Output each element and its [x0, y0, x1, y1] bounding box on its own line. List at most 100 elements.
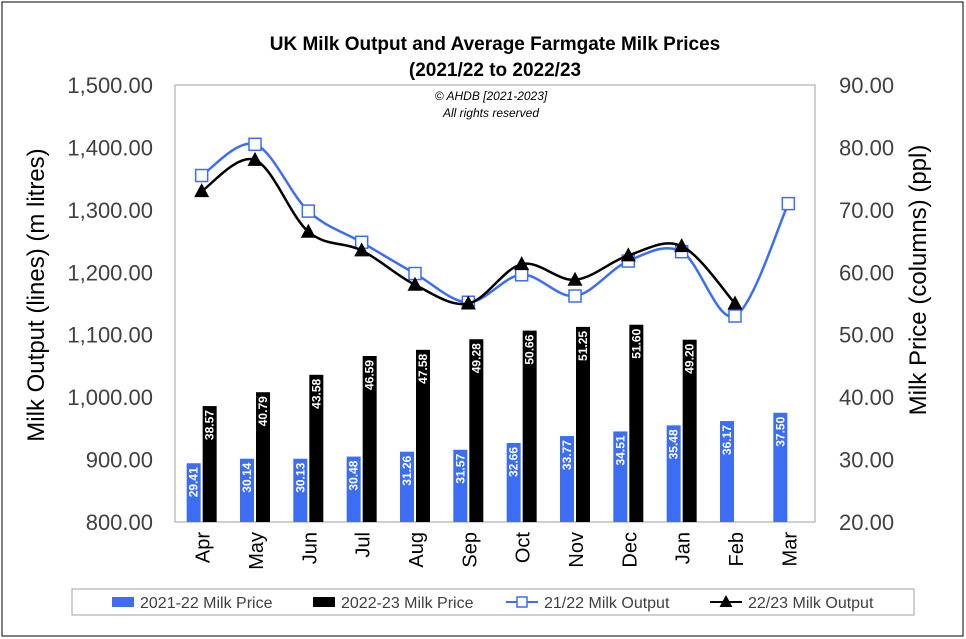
- marker-triangle: [567, 271, 583, 286]
- bar-data-label: 46.59: [363, 360, 377, 390]
- legend-label: 2021-22 Milk Price: [140, 595, 273, 612]
- bar-labels: 29.41 30.14 30.13 30.48 31.26 31.57 32.66 33.77…: [187, 328, 788, 497]
- x-axis-ticks: Apr May Jun Jul Aug Sep Oct Nov Dec Jan Feb Mar: [193, 532, 802, 570]
- y-tick-left: 1,300.00: [67, 198, 153, 223]
- x-tick-label: Jan: [673, 532, 695, 564]
- x-tick-label: Mar: [779, 532, 801, 567]
- bar-data-label: 34.51: [613, 435, 627, 465]
- y-tick-right: 90.00: [839, 73, 894, 98]
- marker-triangle: [514, 256, 530, 271]
- bar-data-label: 51.25: [576, 331, 590, 361]
- bar-2021-22: [613, 431, 628, 522]
- bar-2021-22: [186, 463, 201, 522]
- legend-label: 22/23 Milk Output: [748, 595, 874, 612]
- bar-2021-22: [453, 449, 468, 522]
- legend-swatch: [313, 597, 335, 607]
- y-tick-right: 80.00: [839, 135, 894, 160]
- legend: 2021-22 Milk Price 2022-23 Milk Price 21/2…: [112, 595, 874, 612]
- y-tick-right: 30.00: [839, 448, 894, 473]
- marker-triangle: [300, 223, 316, 238]
- x-tick-label: May: [246, 532, 268, 570]
- bar-2021-22: [293, 458, 308, 522]
- y-tick-left: 1,000.00: [67, 385, 153, 410]
- marker-triangle: [674, 238, 690, 253]
- x-tick-label: Sep: [459, 532, 481, 568]
- bar-data-label: 31.57: [453, 453, 467, 483]
- x-tick-label: Aug: [406, 532, 428, 568]
- bar-2021-22: [240, 458, 254, 522]
- x-tick-label: Jun: [299, 532, 321, 564]
- plot-area: [174, 84, 816, 523]
- bar-data-label: 49.20: [683, 343, 697, 373]
- bars: [186, 324, 788, 522]
- bar-data-label: 30.48: [347, 460, 361, 490]
- bar-data-label: 32.66: [507, 447, 521, 477]
- x-tick-label: Oct: [513, 532, 535, 564]
- bar-2021-22: [720, 421, 734, 522]
- bar-2022-23: [416, 349, 430, 522]
- copyright-line1: © AHDB [2021-2023]: [435, 89, 548, 103]
- bar-2021-22: [506, 442, 521, 522]
- marker-square: [194, 168, 209, 183]
- bar-2022-23: [522, 330, 537, 522]
- marker-triangle: [620, 247, 636, 262]
- marker-triangle: [407, 276, 423, 291]
- bar-data-label: 35.48: [667, 429, 681, 459]
- bar-2022-23: [202, 406, 217, 522]
- bar-2021-22: [666, 425, 681, 522]
- bar-data-label: 47.58: [416, 353, 430, 383]
- bar-2021-22: [560, 436, 574, 522]
- bar-2022-23: [309, 374, 324, 522]
- bar-2022-23: [629, 324, 644, 522]
- legend-label: 21/22 Milk Output: [544, 595, 670, 612]
- y-axis-left-title: Milk Output (lines) (m litres): [23, 148, 50, 441]
- bar-data-label: 30.14: [240, 462, 254, 492]
- marker-square: [728, 309, 742, 323]
- y-axis-left-ticks: 800.00 900.00 1,000.00 1,100.00 1,200.00 1,30…: [67, 73, 153, 535]
- y-tick-left: 1,100.00: [67, 323, 153, 348]
- x-tick-label: Jul: [353, 532, 375, 558]
- bar-data-label: 36.17: [720, 425, 734, 455]
- bar-2022-23: [682, 339, 697, 522]
- y-tick-left: 1,200.00: [67, 260, 153, 285]
- bar-2022-23: [256, 392, 270, 522]
- y-tick-right: 50.00: [839, 323, 894, 348]
- legend-label: 2022-23 Milk Price: [341, 595, 474, 612]
- bar-data-label: 38.57: [203, 410, 217, 440]
- bar-2022-23: [362, 356, 377, 522]
- legend-marker-triangle: [719, 595, 733, 607]
- marker-square: [568, 289, 582, 303]
- bar-2022-23: [469, 339, 484, 522]
- bar-data-label: 31.26: [400, 455, 414, 485]
- bar-data-label: 51.60: [629, 328, 643, 358]
- copyright-line2: All rights reserved: [442, 106, 539, 120]
- chart-title-line2: (2021/22 to 2022/23: [409, 60, 581, 81]
- bar-data-label: 40.79: [256, 396, 270, 426]
- legend-marker-square: [516, 596, 528, 608]
- bar-data-label: 37.50: [773, 416, 787, 446]
- bar-data-label: 50.66: [523, 334, 537, 364]
- y-tick-left: 1,400.00: [67, 135, 153, 160]
- legend-box: [71, 588, 915, 616]
- y-axis-right-title: Milk Price (columns) (ppl): [905, 145, 932, 416]
- bar-2021-22: [346, 456, 361, 522]
- x-tick-label: Feb: [726, 532, 748, 566]
- legend-swatch: [112, 597, 134, 607]
- bar-data-label: 49.28: [469, 343, 483, 373]
- marker-square: [301, 204, 316, 218]
- marker-triangle: [460, 295, 476, 310]
- marker-triangle: [354, 242, 370, 257]
- marker-square: [248, 137, 262, 152]
- lines: [194, 137, 796, 323]
- marker-square: [514, 268, 529, 282]
- bar-data-label: 29.41: [187, 467, 201, 497]
- y-tick-right: 60.00: [839, 260, 894, 285]
- y-tick-left: 900.00: [86, 448, 153, 473]
- bar-data-label: 30.13: [293, 462, 307, 492]
- x-tick-label: Dec: [619, 532, 641, 568]
- line-21-22-output: [200, 142, 790, 318]
- y-tick-right: 20.00: [839, 510, 894, 535]
- marker-triangle: [247, 151, 263, 166]
